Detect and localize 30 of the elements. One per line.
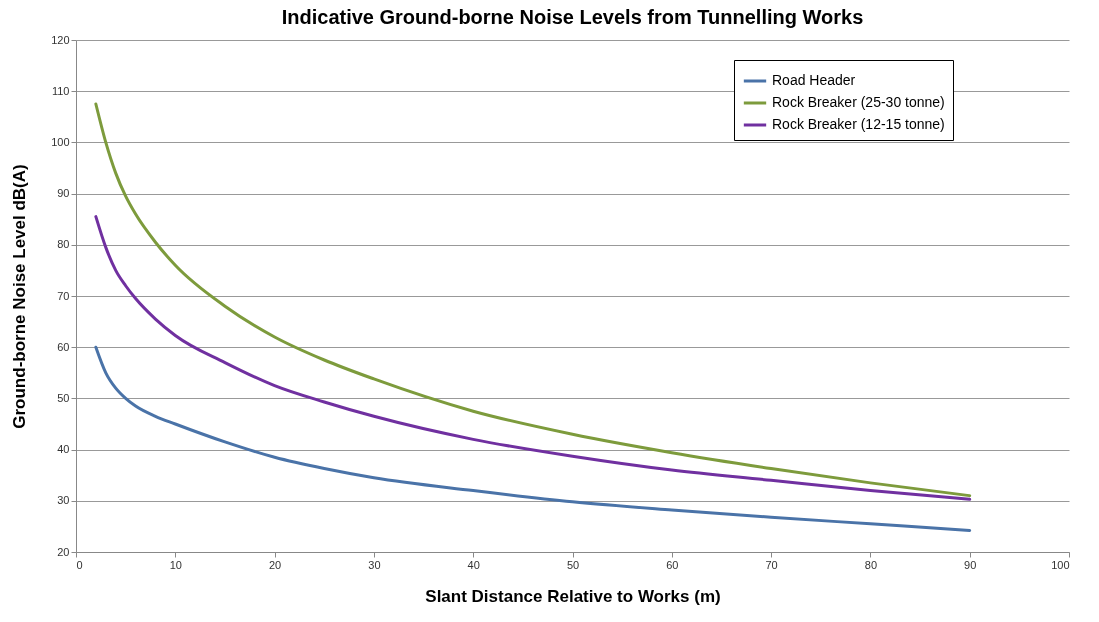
legend-label: Rock Breaker (25-30 tonne) bbox=[772, 94, 945, 110]
y-tick-label: 30 bbox=[57, 494, 70, 507]
x-tick-label: 80 bbox=[864, 558, 878, 571]
y-axis-title: Ground-borne Noise Level dB(A) bbox=[10, 164, 30, 429]
x-tick-label: 0 bbox=[76, 558, 83, 571]
y-tick-label: 20 bbox=[57, 545, 70, 558]
y-tick-label: 90 bbox=[57, 187, 70, 200]
x-tick-label: 90 bbox=[964, 558, 977, 571]
line-series bbox=[94, 215, 972, 501]
x-tick-label: 10 bbox=[169, 558, 182, 571]
x-tick-label: 30 bbox=[368, 558, 381, 571]
x-tick-label: 50 bbox=[566, 558, 580, 571]
x-tick-label: 60 bbox=[666, 558, 679, 571]
legend-label: Road Header bbox=[772, 72, 856, 88]
y-tick-label: 110 bbox=[51, 84, 70, 97]
x-tick-label: 70 bbox=[765, 558, 778, 571]
x-tick-label: 40 bbox=[467, 558, 480, 571]
y-tick-label: 100 bbox=[51, 135, 70, 148]
y-tick-label: 50 bbox=[57, 391, 70, 404]
y-tick-label: 70 bbox=[57, 289, 70, 302]
y-tick-label: 120 bbox=[51, 33, 70, 46]
y-tick-label: 40 bbox=[57, 443, 70, 456]
y-tick-label: 60 bbox=[57, 340, 70, 353]
x-tick-label: 20 bbox=[268, 558, 282, 571]
line-series bbox=[94, 345, 972, 532]
y-tick-label: 80 bbox=[57, 238, 70, 251]
legend-label: Rock Breaker (12-15 tonne) bbox=[772, 116, 945, 132]
chart-title: Indicative Ground-borne Noise Levels from Tunnelling Works bbox=[281, 6, 864, 28]
x-axis-title: Slant Distance Relative to Works (m) bbox=[425, 586, 721, 606]
x-tick-label: 100 bbox=[1051, 558, 1070, 571]
